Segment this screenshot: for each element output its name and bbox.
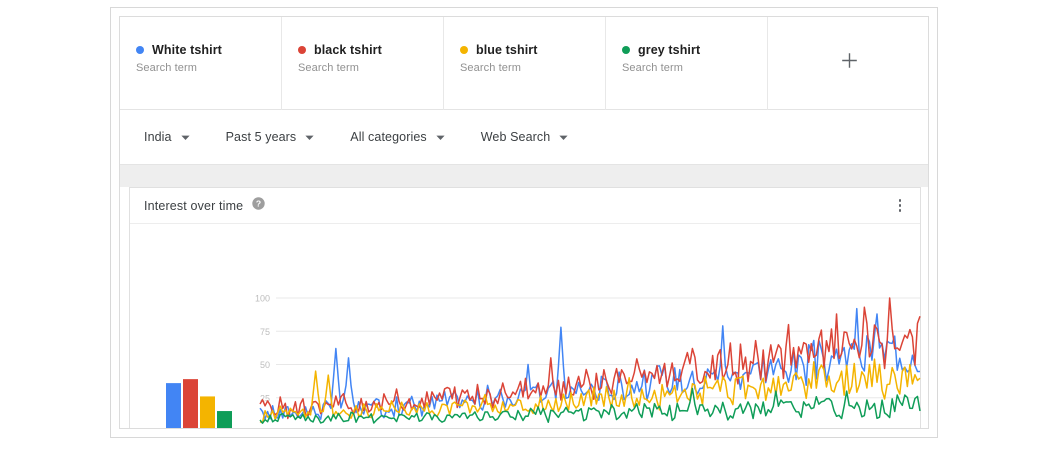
page-title: Interest over time [144, 198, 244, 213]
legend-dot-green [622, 46, 630, 54]
average-bar-4 [217, 411, 232, 428]
search-term-head: black tshirt [298, 43, 443, 57]
search-term-head: blue tshirt [460, 43, 605, 57]
filter-label: All categories [350, 130, 427, 144]
filter-label: Past 5 years [225, 130, 297, 144]
card-header: Interest over time ? [130, 188, 920, 224]
filters-row: India Past 5 years All categories Web Searc… [120, 110, 928, 165]
kebab-dot [898, 209, 902, 212]
search-term-type: Search term [136, 62, 198, 74]
region-filter[interactable]: India [126, 119, 208, 155]
series-line-black-tshirt [259, 297, 921, 420]
chevron-down-icon [559, 128, 568, 146]
chart-plot-area[interactable]: 2550751004 Dec 20114 Aug 20135 Apr 2015A… [130, 224, 922, 429]
app-window-inner: White tshirt Search term black tshirt Searc… [119, 16, 929, 429]
series-line-blue-tshirt [259, 358, 921, 424]
interest-over-time-svg[interactable]: 2550751004 Dec 20114 Aug 20135 Apr 2015A… [130, 224, 922, 429]
filter-label: India [144, 130, 172, 144]
search-term-type: Search term [298, 62, 360, 74]
search-term-label: White tshirt [152, 43, 222, 57]
legend-dot-yellow [460, 46, 468, 54]
add-search-term-button[interactable] [768, 17, 928, 109]
search-type-filter[interactable]: Web Search [463, 119, 587, 155]
search-term-label: blue tshirt [476, 43, 538, 57]
average-bar-2 [183, 379, 198, 428]
svg-text:?: ? [256, 198, 261, 208]
average-bar-1 [166, 383, 181, 428]
kebab-dot [898, 204, 902, 207]
search-term-cell-3[interactable]: blue tshirt Search term [444, 17, 606, 110]
plus-icon [840, 51, 859, 75]
app-window-frame: White tshirt Search term black tshirt Searc… [110, 7, 938, 438]
search-terms-row: White tshirt Search term black tshirt Searc… [120, 17, 928, 110]
y-axis-tick-label: 100 [255, 294, 270, 304]
chevron-down-icon [436, 128, 445, 146]
search-term-label: grey tshirt [638, 43, 701, 57]
search-term-type: Search term [460, 62, 522, 74]
filter-label: Web Search [480, 130, 551, 144]
section-gutter [120, 165, 928, 187]
legend-dot-blue [136, 46, 144, 54]
kebab-menu-icon[interactable] [892, 197, 908, 215]
y-axis-tick-label: 50 [260, 360, 270, 370]
category-filter[interactable]: All categories [332, 119, 462, 155]
kebab-dot [898, 199, 902, 202]
search-term-type: Search term [622, 62, 684, 74]
search-term-head: White tshirt [136, 43, 281, 57]
legend-dot-red [298, 46, 306, 54]
search-term-head: grey tshirt [622, 43, 767, 57]
y-axis-tick-label: 75 [260, 327, 270, 337]
time-range-filter[interactable]: Past 5 years [208, 119, 333, 155]
search-term-cell-2[interactable]: black tshirt Search term [282, 17, 444, 110]
help-icon[interactable]: ? [252, 196, 265, 215]
average-bar-3 [200, 396, 215, 428]
chevron-down-icon [305, 128, 314, 146]
search-term-cell-4[interactable]: grey tshirt Search term [606, 17, 768, 110]
series-line-grey-tshirt [259, 387, 921, 424]
y-axis-tick-label: 25 [260, 393, 270, 403]
search-term-label: black tshirt [314, 43, 382, 57]
interest-over-time-card: Interest over time ? 2550751004 Dec 2011… [129, 187, 922, 429]
search-term-cell-1[interactable]: White tshirt Search term [120, 17, 282, 110]
chevron-down-icon [181, 128, 190, 146]
